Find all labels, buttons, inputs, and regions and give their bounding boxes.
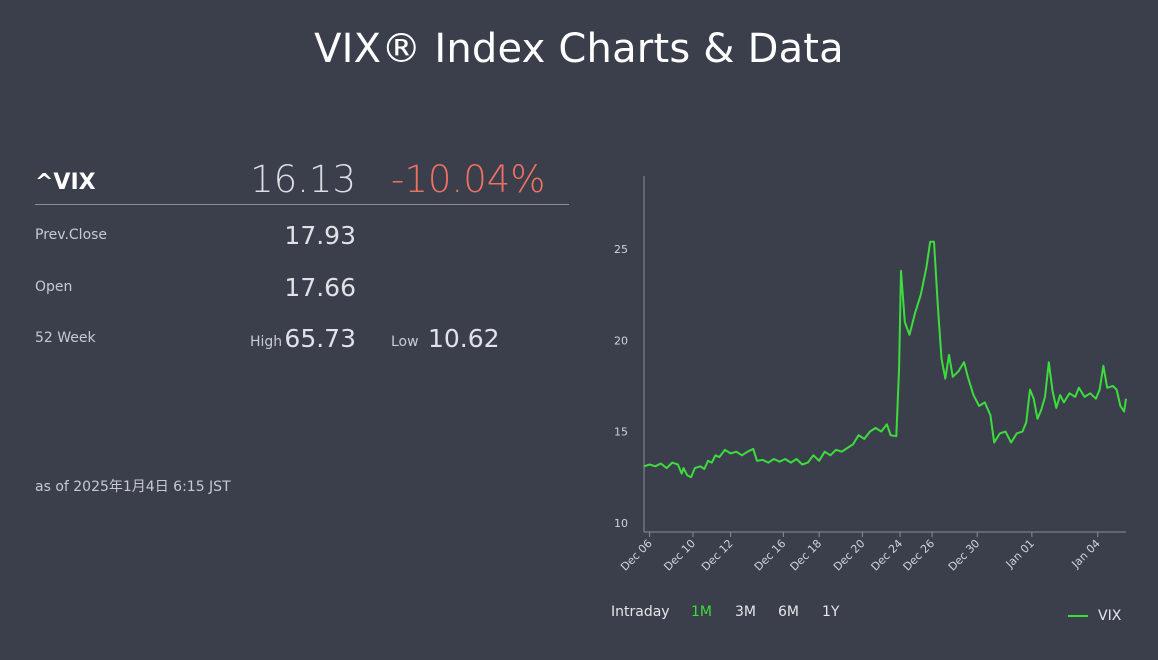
quote-panel: ^VIX 16.13 -10.04%: [35, 158, 569, 205]
range-1m[interactable]: 1M: [691, 604, 712, 620]
range-1y[interactable]: 1Y: [822, 604, 840, 620]
y-tick-label: 20: [614, 334, 628, 347]
last-price: 16.13: [250, 158, 356, 201]
low-label: Low: [391, 334, 419, 350]
x-tick-label: Jan 01: [1003, 537, 1037, 571]
open-label: Open: [35, 279, 73, 295]
week52-label: 52 Week: [35, 330, 96, 346]
x-tick-label: Dec 26: [901, 537, 938, 574]
series-line-vix: [643, 240, 1127, 479]
range-intraday[interactable]: Intraday: [611, 604, 670, 620]
range-6m[interactable]: 6M: [778, 604, 799, 620]
y-tick-label: 15: [614, 426, 628, 439]
open-value: 17.66: [284, 273, 356, 302]
x-tick-label: Dec 20: [831, 537, 868, 574]
legend-label: VIX: [1098, 608, 1122, 624]
low-value: 10.62: [428, 324, 500, 353]
prev-close-value: 17.93: [284, 221, 356, 250]
change-percent: -10.04%: [391, 158, 546, 201]
as-of-timestamp: as of 2025年1月4日 6:15 JST: [35, 479, 231, 495]
x-tick-label: Dec 30: [946, 537, 983, 574]
range-3m[interactable]: 3M: [735, 604, 756, 620]
y-tick-label: 10: [614, 517, 628, 530]
quote-header-row: ^VIX 16.13 -10.04%: [35, 158, 569, 205]
x-tick-label: Jan 04: [1069, 537, 1103, 571]
y-tick-label: 25: [614, 243, 628, 256]
x-tick-label: Dec 18: [788, 537, 825, 574]
x-tick-label: Dec 12: [699, 537, 736, 574]
x-tick-label: Dec 16: [752, 537, 789, 574]
prev-close-label: Prev.Close: [35, 227, 108, 243]
chart-legend: VIX: [1068, 608, 1121, 624]
high-label: High: [250, 334, 283, 350]
page-title: VIX® Index Charts & Data: [314, 26, 844, 72]
x-tick-label: Dec 24: [869, 537, 906, 574]
x-tick-label: Dec 10: [661, 537, 698, 574]
high-value: 65.73: [284, 324, 356, 353]
legend-swatch: [1068, 615, 1088, 617]
x-tick-label: Dec 06: [618, 537, 655, 574]
symbol-label: ^VIX: [35, 170, 96, 195]
